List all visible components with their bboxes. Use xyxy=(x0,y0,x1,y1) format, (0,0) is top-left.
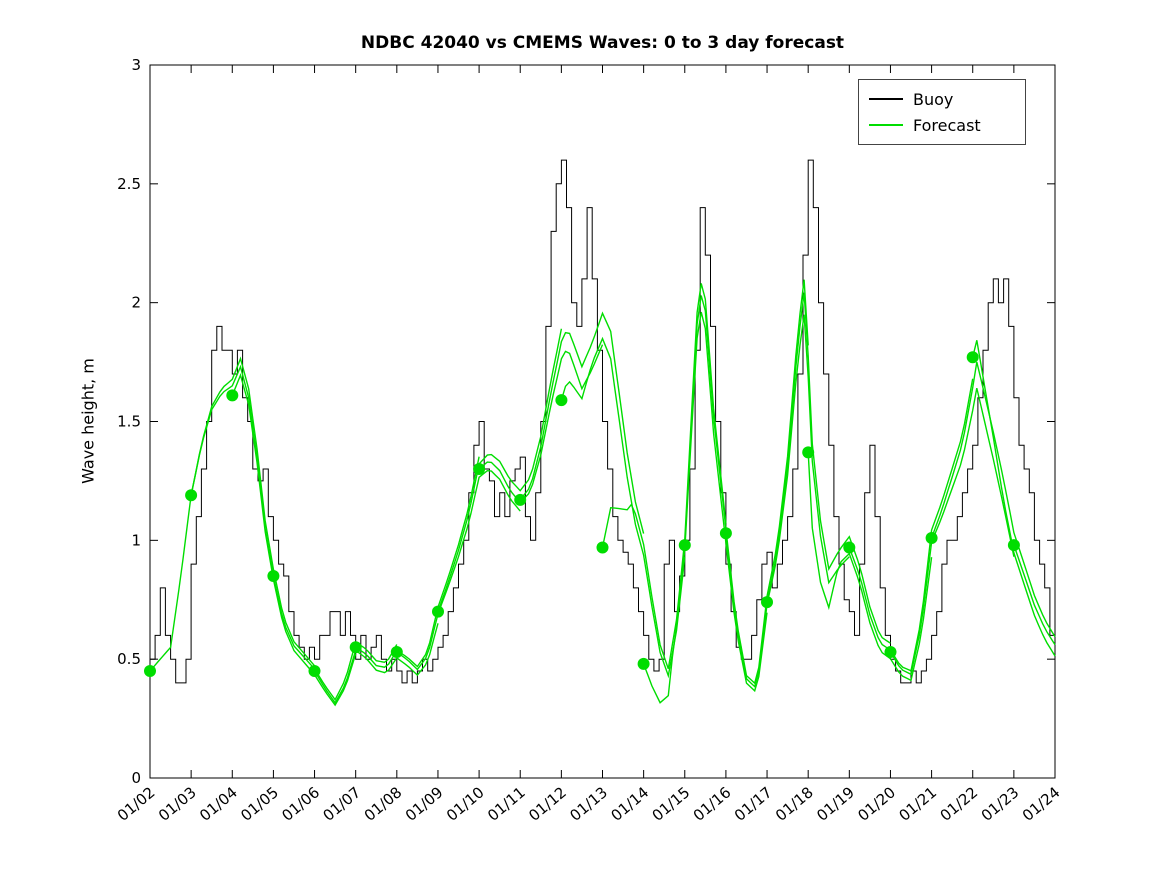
x-tick-label: 01/19 xyxy=(813,783,858,825)
forecast-line xyxy=(272,575,398,702)
x-tick-label: 01/09 xyxy=(402,783,447,825)
forecast-line xyxy=(437,328,563,612)
y-tick-label: 3 xyxy=(131,56,141,74)
forecast-line xyxy=(519,311,645,534)
forecast-line xyxy=(355,456,480,668)
x-tick-label: 01/02 xyxy=(114,783,159,825)
legend-item-buoy: Buoy xyxy=(869,86,1015,112)
forecast-init-marker xyxy=(226,389,239,402)
x-tick-label: 01/22 xyxy=(937,783,982,825)
forecast-line xyxy=(601,283,727,670)
forecast-line xyxy=(848,378,974,672)
forecast-line xyxy=(396,469,521,671)
forecast-init-marker xyxy=(596,541,609,554)
buoy-line xyxy=(150,159,1056,684)
x-tick-label: 01/18 xyxy=(772,783,817,825)
forecast-init-marker xyxy=(473,463,486,475)
forecast-line xyxy=(190,356,316,667)
x-tick-label: 01/15 xyxy=(649,783,694,825)
x-tick-label: 01/21 xyxy=(895,783,940,825)
forecast-line xyxy=(478,344,604,504)
forecast-line xyxy=(807,452,933,682)
forecast-init-marker xyxy=(637,657,650,670)
forecast-init-marker xyxy=(349,641,362,654)
forecast-init-marker xyxy=(144,665,156,677)
forecast-line xyxy=(231,373,357,707)
forecast-line xyxy=(725,314,850,688)
y-tick-label: 0 xyxy=(131,769,141,787)
y-tick-label: 2 xyxy=(131,294,141,312)
forecast-init-marker xyxy=(390,646,403,658)
x-tick-label: 01/03 xyxy=(155,783,200,825)
legend-label-buoy: Buoy xyxy=(913,89,954,109)
forecast-init-marker xyxy=(884,646,897,658)
x-tick-label: 01/17 xyxy=(731,783,776,825)
x-tick-label: 01/10 xyxy=(443,783,488,825)
x-tick-label: 01/23 xyxy=(978,783,1023,825)
forecast-line xyxy=(684,279,809,685)
forecast-line xyxy=(889,387,1015,676)
x-tick-label: 01/11 xyxy=(484,783,529,825)
x-tick-label: 01/08 xyxy=(361,783,406,825)
x-tick-label: 01/16 xyxy=(690,783,735,825)
y-tick-label: 1 xyxy=(131,531,141,549)
x-tick-label: 01/24 xyxy=(1019,783,1064,825)
forecast-line xyxy=(313,623,439,705)
legend-label-forecast: Forecast xyxy=(913,115,981,135)
forecast-init-marker xyxy=(555,394,568,407)
x-tick-label: 01/12 xyxy=(525,783,570,825)
x-tick-label: 01/14 xyxy=(608,783,653,825)
forecast-init-marker xyxy=(185,489,198,502)
y-tick-label: 0.5 xyxy=(117,650,141,668)
buoy-line-sample-icon xyxy=(869,98,903,100)
x-tick-label: 01/20 xyxy=(854,783,899,825)
x-tick-label: 01/07 xyxy=(320,783,365,825)
forecast-init-marker xyxy=(966,351,979,364)
forecast-init-marker xyxy=(802,446,815,459)
forecast-init-marker xyxy=(432,605,444,618)
x-tick-label: 01/05 xyxy=(237,783,282,825)
forecast-init-marker xyxy=(267,570,280,582)
y-tick-label: 2.5 xyxy=(117,175,141,193)
forecast-init-marker xyxy=(514,493,527,506)
forecast-line xyxy=(930,361,1056,638)
forecast-line xyxy=(766,292,891,644)
forecast-init-marker xyxy=(843,541,856,554)
y-tick-label: 1.5 xyxy=(117,413,141,431)
forecast-init-marker xyxy=(719,527,732,540)
forecast-init-marker xyxy=(308,665,321,677)
forecast-init-marker xyxy=(1007,539,1020,552)
forecast-line xyxy=(560,336,686,679)
forecast-init-marker xyxy=(761,596,773,609)
legend: Buoy Forecast xyxy=(858,79,1026,145)
x-tick-label: 01/06 xyxy=(278,783,323,825)
x-tick-label: 01/04 xyxy=(196,783,241,825)
forecast-init-marker xyxy=(678,539,691,552)
forecast-line-sample-icon xyxy=(869,124,903,126)
forecast-init-marker xyxy=(925,532,938,544)
forecast-line xyxy=(149,364,275,672)
chart-title: NDBC 42040 vs CMEMS Waves: 0 to 3 day fo… xyxy=(360,33,845,53)
forecast-line xyxy=(1013,544,1056,646)
forecast-line xyxy=(642,311,768,704)
legend-item-forecast: Forecast xyxy=(869,112,1015,138)
x-tick-label: 01/13 xyxy=(566,783,611,825)
forecast-line xyxy=(972,340,1056,657)
